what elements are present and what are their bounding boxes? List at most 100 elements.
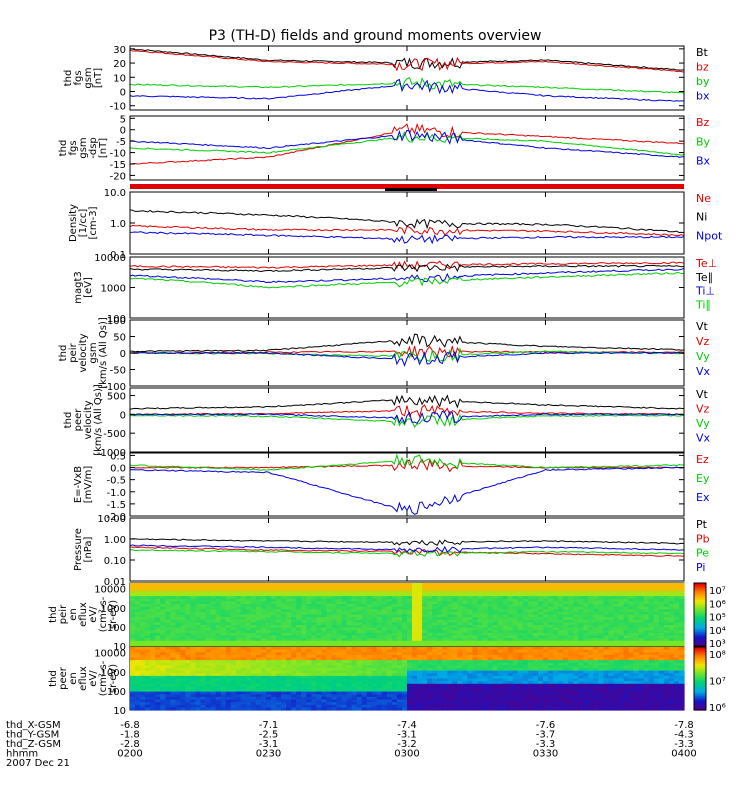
heat-cell: [437, 665, 443, 669]
heat-cell: [492, 702, 499, 706]
heat-cell: [512, 604, 519, 608]
heat-cell: [603, 617, 609, 621]
heat-cell: [326, 694, 332, 698]
heat-cell: [220, 675, 227, 680]
legend-Vz: Vz: [696, 335, 710, 348]
heat-cell: [467, 681, 473, 685]
heat-cell: [306, 696, 312, 701]
heat-cell: [467, 619, 473, 623]
heat-cell: [522, 702, 529, 706]
heat-cell: [462, 606, 468, 610]
heat-cell: [170, 652, 176, 656]
heat-cell: [185, 617, 191, 621]
heat-cell: [155, 630, 161, 634]
heat-cell: [386, 601, 393, 605]
heat-cell: [271, 654, 277, 659]
colorbar-label: 10⁷: [709, 586, 726, 597]
heat-cell: [306, 619, 312, 623]
heat-cell: [346, 593, 353, 597]
heat-cell: [175, 622, 181, 626]
heat-cell: [628, 635, 635, 639]
heat-cell: [578, 614, 584, 618]
heat-cell: [135, 606, 141, 610]
heat-cell: [210, 643, 217, 647]
heat-cell: [271, 696, 277, 701]
heat-cell: [558, 630, 564, 634]
panel-pressure: [129, 517, 685, 582]
heat-cell: [472, 694, 479, 698]
heat-cell: [477, 678, 484, 682]
heat-cell: [477, 662, 484, 666]
heat-cell: [175, 585, 181, 589]
heat-cell: [432, 622, 438, 626]
heat-cell: [190, 627, 196, 631]
heat-cell: [230, 593, 237, 597]
heat-cell: [311, 598, 317, 602]
heat-cell: [376, 601, 383, 605]
heat-cell: [407, 606, 413, 610]
heat-cell: [235, 691, 242, 695]
heat-cell: [482, 652, 489, 656]
heat-cell: [366, 585, 373, 589]
heat-cell: [215, 601, 222, 605]
heat-cell: [467, 707, 473, 711]
heat-cell: [220, 694, 227, 698]
heat-cell: [613, 598, 620, 602]
heat-cell: [422, 625, 428, 629]
heat-cell: [396, 630, 403, 634]
heat-cell: [301, 627, 307, 631]
heat-cell: [532, 699, 539, 703]
heat-cell: [135, 681, 141, 685]
heat-cell: [351, 590, 358, 595]
heat-cell: [507, 643, 514, 647]
heat-cell: [532, 670, 539, 674]
heat-cell: [502, 702, 509, 706]
heat-cell: [462, 662, 468, 666]
heat-cell: [517, 660, 524, 664]
heat-cell: [386, 619, 393, 623]
heat-cell: [190, 638, 196, 642]
heat-cell: [361, 668, 368, 672]
heat-cell: [497, 675, 504, 680]
heat-cell: [477, 643, 484, 647]
heat-cell: [250, 638, 257, 642]
heat-cell: [442, 614, 448, 618]
heat-cell: [663, 627, 670, 631]
heat-cell: [492, 640, 499, 644]
heat-cell: [286, 704, 292, 708]
heat-cell: [548, 632, 554, 637]
heat-cell: [190, 681, 196, 685]
heat-cell: [512, 662, 519, 666]
heat-cell: [497, 665, 504, 669]
heat-cell: [260, 696, 267, 701]
heat-cell: [245, 583, 252, 587]
heat-cell: [371, 590, 378, 595]
heat-cell: [140, 635, 146, 639]
heat-cell: [366, 601, 373, 605]
heat-cell: [351, 632, 358, 637]
heat-cell: [658, 617, 665, 621]
heat-cell: [442, 689, 448, 693]
heat-cell: [260, 590, 267, 595]
heat-cell: [366, 673, 373, 677]
panel-peir-velocity: [129, 319, 685, 387]
heat-cell: [472, 696, 479, 701]
heat-cell: [548, 601, 554, 605]
heat-cell: [573, 627, 579, 631]
heat-cell: [170, 593, 176, 597]
heat-cell: [537, 611, 544, 616]
y-tick-label: 100: [107, 316, 126, 327]
heat-cell: [175, 611, 181, 616]
heat-cell: [412, 647, 418, 651]
heat-cell: [663, 630, 670, 634]
heat-cell: [150, 707, 156, 711]
heat-cell: [427, 617, 433, 621]
heat-cell: [175, 699, 181, 703]
heat-cell: [175, 647, 181, 651]
heat-cell: [306, 601, 312, 605]
heat-cell: [391, 640, 398, 644]
heat-cell: [210, 606, 217, 610]
y-axis-label: [eV]: [83, 277, 94, 298]
heat-cell: [457, 657, 463, 661]
heat-cell: [638, 583, 645, 587]
